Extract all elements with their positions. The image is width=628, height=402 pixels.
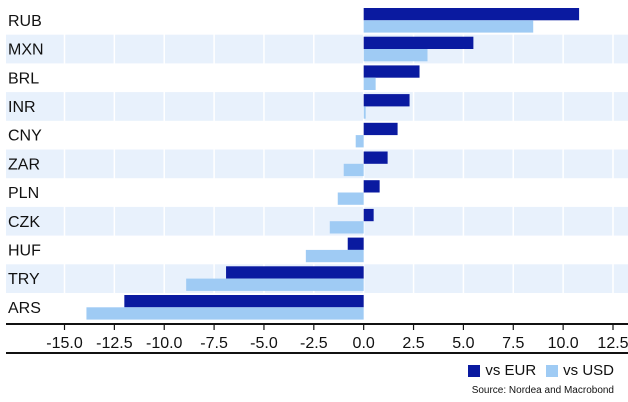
x-tick-label: -5.0 [250,335,278,352]
bar-inr-usd [363,106,366,119]
category-label: HUF [8,242,41,259]
legend: vs EUR vs USD [458,362,614,379]
category-label: PLN [8,185,39,202]
bar-rub-usd [363,20,534,33]
bar-rub-eur [363,8,580,21]
x-tick-label: -12.5 [96,335,133,352]
category-label: MXN [8,42,44,59]
bar-ars-eur [124,295,364,308]
bar-pln-eur [363,180,380,193]
row-band [6,149,628,179]
x-tick-label: -10.0 [146,335,183,352]
row-band [6,206,628,236]
category-label: BRL [8,70,39,87]
x-tick-label: 5.0 [452,335,474,352]
bar-cny-usd [355,135,364,148]
bar-czk-usd [329,221,364,234]
bar-czk-eur [363,208,374,222]
x-tick-label: 2.5 [402,335,424,352]
legend-item-eur: vs EUR [468,362,536,379]
category-label: ARS [8,300,41,317]
x-tick-label: -2.5 [300,335,328,352]
row-band [6,34,628,64]
x-tick-label: -15.0 [46,335,83,352]
bar-ars-usd [86,307,364,320]
legend-swatch-usd [546,364,559,377]
category-label: INR [8,99,36,116]
x-tick-label: 7.5 [502,335,524,352]
category-label: CNY [8,128,42,145]
category-label: ZAR [8,156,40,173]
x-tick-label: 12.5 [597,335,628,352]
source-note: Source: Nordea and Macrobond [471,385,614,396]
category-label: TRY [8,271,40,288]
x-tick-label: -7.5 [200,335,228,352]
bar-brl-usd [363,77,376,90]
category-label: CZK [8,214,40,231]
bar-pln-usd [337,192,364,205]
category-label: RUB [8,13,42,30]
legend-label-eur: vs EUR [485,362,537,379]
category-labels: RUB MXN BRL INR CNY ZAR PLN CZK HUF TRY ARS [8,13,44,317]
x-tick-label: 10.0 [548,335,579,352]
x-tick-label: 0.0 [353,335,375,352]
bar-zar-usd [343,163,364,177]
bar-huf-usd [305,249,364,263]
bar-mxn-eur [363,36,474,49]
bars [86,8,580,320]
legend-item-usd: vs USD [546,362,614,379]
bar-try-usd [186,278,364,291]
bar-zar-eur [363,151,388,164]
bar-inr-eur [363,94,410,107]
x-axis: -15.0 -12.5 -10.0 -7.5 -5.0 -2.5 0.0 2.5 5.0 7.5 1… [6,323,628,354]
bar-brl-eur [363,65,420,78]
bar-huf-eur [347,237,364,250]
bar-try-eur [226,266,364,279]
bar-cny-eur [363,122,398,136]
legend-label-usd: vs USD [563,362,614,379]
legend-swatch-eur [468,364,481,377]
row-band [6,92,628,121]
bar-mxn-usd [363,49,428,62]
